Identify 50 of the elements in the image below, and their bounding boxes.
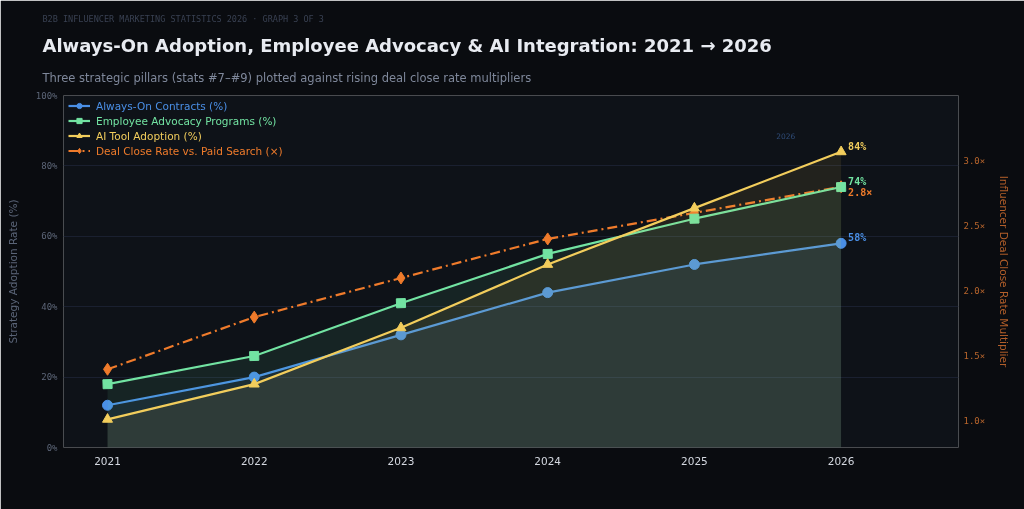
- point: [542, 248, 553, 260]
- text: B2B INFLUENCER MARKETING STATISTICS 2026 · GRAPH 3 OF 3: [42, 13, 324, 24]
- y2-tick-label: 1.5×: [963, 351, 986, 362]
- y-tick-label: 100%: [35, 90, 59, 101]
- x-tick-label: 2026: [827, 454, 855, 467]
- point: [688, 201, 700, 212]
- chart-subtitle: Three strategic pillars (stats #7–#9) plotted against rising deal close rate multipliers: [41, 71, 532, 85]
- point: [395, 329, 407, 341]
- y-tick-label: 40%: [41, 301, 59, 312]
- point: [688, 258, 700, 270]
- data-label: 84%: [848, 140, 867, 152]
- y-tick-label: 0%: [46, 442, 59, 453]
- point: [395, 298, 407, 309]
- legend-label: Employee Advocacy Programs (%): [96, 114, 277, 127]
- point: [103, 362, 113, 376]
- point: [543, 232, 553, 246]
- y-tick-label: 80%: [41, 160, 59, 171]
- point: [542, 287, 554, 299]
- point: [102, 379, 113, 390]
- point: [689, 213, 700, 224]
- x-tick-label: 2024: [534, 454, 562, 467]
- chart-title: Always-On Adoption, Employee Advocacy & AI Integration: 2021 → 2026: [42, 34, 772, 56]
- point: [248, 377, 260, 388]
- y-tick-label: 20%: [41, 372, 59, 383]
- y2-tick-label: 2.0×: [963, 286, 986, 297]
- point: [835, 237, 847, 249]
- data-label: 58%: [848, 232, 867, 244]
- data-label: 74%: [848, 176, 867, 188]
- y-axis-title: Strategy Adoption Rate (%): [6, 199, 19, 344]
- y2-axis-title: Influencer Deal Close Rate Multiplier: [998, 175, 1011, 368]
- point: [249, 350, 260, 362]
- legend-label: AI Tool Adoption (%): [96, 129, 202, 142]
- data-label: 2.8×: [848, 186, 873, 198]
- y2-tick-label: 3.0×: [963, 155, 986, 166]
- point: [102, 399, 114, 411]
- point: [835, 145, 847, 156]
- y2-tick-label: 2.5×: [963, 220, 986, 231]
- y-tick-label: 60%: [41, 231, 59, 242]
- x-tick-label: 2023: [387, 454, 415, 467]
- point: [542, 258, 554, 268]
- x-tick-label: 2021: [94, 454, 121, 467]
- x-tick-label: 2022: [240, 454, 268, 467]
- point: [102, 413, 114, 423]
- legend-label: Deal Close Rate vs. Paid Search (×): [96, 144, 283, 157]
- x-tick-label: 2025: [681, 454, 708, 467]
- point: [396, 271, 406, 285]
- point: [395, 321, 407, 332]
- point: [249, 310, 259, 324]
- y2-tick-label: 1.0×: [963, 416, 986, 427]
- legend-label: Always-On Contracts (%): [96, 99, 228, 112]
